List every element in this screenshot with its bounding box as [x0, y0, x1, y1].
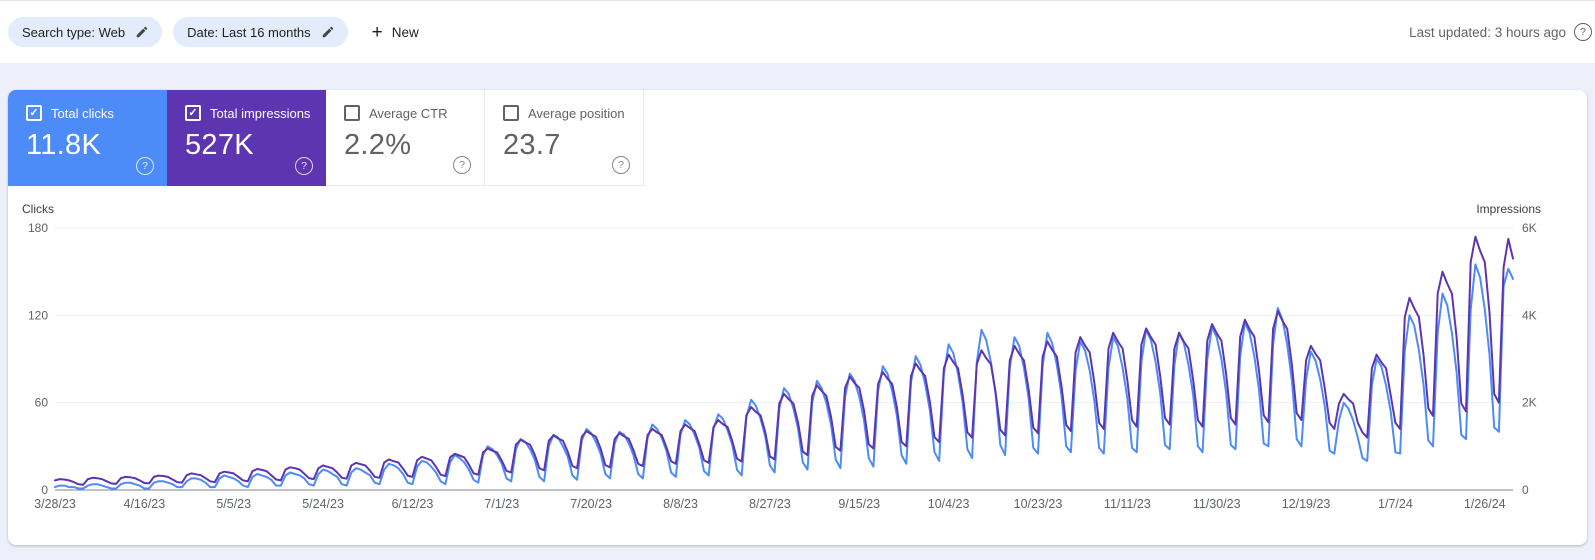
x-axis-tick: 10/4/23	[928, 497, 970, 511]
help-icon[interactable]: ?	[136, 157, 154, 175]
right-axis-tick: 6K	[1522, 221, 1537, 235]
x-axis-tick: 8/27/23	[749, 497, 791, 511]
x-axis-tick: 10/23/23	[1014, 497, 1063, 511]
metric-tile-average-ctr[interactable]: Average CTR 2.2% ?	[326, 90, 485, 186]
metric-label: Total impressions	[210, 105, 311, 121]
search-type-chip[interactable]: Search type: Web	[8, 17, 163, 47]
checkbox-total-impressions[interactable]: ✓	[185, 105, 201, 121]
checkbox-total-clicks[interactable]: ✓	[26, 105, 42, 121]
metric-tile-average-position[interactable]: Average position 23.7 ?	[485, 90, 644, 186]
right-axis-tick: 4K	[1522, 308, 1537, 322]
edit-icon[interactable]	[135, 25, 149, 39]
top-bar: Search type: Web Date: Last 16 months + …	[0, 0, 1595, 63]
right-axis-tick: 2K	[1522, 396, 1537, 410]
left-axis-title: Clicks	[22, 202, 54, 216]
x-axis-tick: 11/11/23	[1104, 497, 1151, 511]
right-axis-title: Impressions	[1476, 202, 1541, 216]
plus-icon: +	[371, 21, 383, 43]
help-icon[interactable]: ?	[1574, 23, 1592, 41]
edit-icon[interactable]	[321, 25, 335, 39]
x-axis-tick: 1/26/24	[1464, 497, 1506, 511]
date-range-chip-label: Date: Last 16 months	[187, 24, 311, 40]
x-axis-tick: 11/30/23	[1193, 497, 1241, 511]
impressions-line	[54, 235, 1514, 486]
last-updated: Last updated: 3 hours ago ?	[1409, 23, 1595, 41]
metric-label: Average position	[528, 105, 625, 121]
x-axis-tick: 12/19/23	[1282, 497, 1331, 511]
metric-tile-total-impressions[interactable]: ✓ Total impressions 527K ?	[167, 90, 326, 186]
search-type-chip-label: Search type: Web	[22, 24, 126, 40]
performance-card: ✓ Total clicks 11.8K ? ✓ Total impressio…	[8, 90, 1587, 545]
right-axis-tick: 0	[1522, 483, 1529, 497]
help-icon[interactable]: ?	[295, 157, 313, 175]
last-updated-label: Last updated: 3 hours ago	[1409, 24, 1566, 40]
x-axis-tick: 4/16/23	[124, 497, 166, 511]
left-axis-tick: 120	[28, 308, 48, 322]
metric-label: Total clicks	[51, 105, 114, 121]
checkbox-average-ctr[interactable]	[344, 105, 360, 121]
metric-value: 527K	[185, 129, 254, 161]
metric-value: 2.2%	[344, 129, 412, 161]
performance-chart[interactable]: 0 60 120 180 0 2K 4K 6K Clicks Impressions 3/28/23…	[8, 200, 1587, 545]
x-axis-tick: 5/5/23	[216, 497, 251, 511]
x-axis-tick: 5/24/23	[302, 497, 344, 511]
metric-tiles: ✓ Total clicks 11.8K ? ✓ Total impressio…	[8, 90, 644, 186]
new-filter-label: New	[391, 24, 419, 40]
left-axis-tick: 180	[28, 221, 48, 235]
checkbox-average-position[interactable]	[503, 105, 519, 121]
date-range-chip[interactable]: Date: Last 16 months	[173, 17, 348, 47]
x-axis-tick: 6/12/23	[392, 497, 434, 511]
x-axis-tick: 7/1/23	[484, 497, 519, 511]
x-axis-tick: 9/15/23	[838, 497, 880, 511]
x-axis-tick: 1/7/24	[1378, 497, 1413, 511]
metric-label: Average CTR	[369, 105, 448, 121]
x-axis-tick: 3/28/23	[34, 497, 76, 511]
help-icon[interactable]: ?	[453, 156, 471, 174]
x-axis-tick: 8/8/23	[663, 497, 698, 511]
clicks-line	[54, 263, 1514, 490]
new-filter-button[interactable]: + New	[372, 23, 419, 42]
left-axis-tick: 60	[35, 396, 49, 410]
x-axis-tick: 7/20/23	[570, 497, 612, 511]
metric-value: 23.7	[503, 129, 561, 161]
metric-value: 11.8K	[26, 129, 102, 161]
metric-tile-total-clicks[interactable]: ✓ Total clicks 11.8K ?	[8, 90, 167, 186]
help-icon[interactable]: ?	[612, 156, 630, 174]
left-axis-tick: 0	[41, 483, 48, 497]
